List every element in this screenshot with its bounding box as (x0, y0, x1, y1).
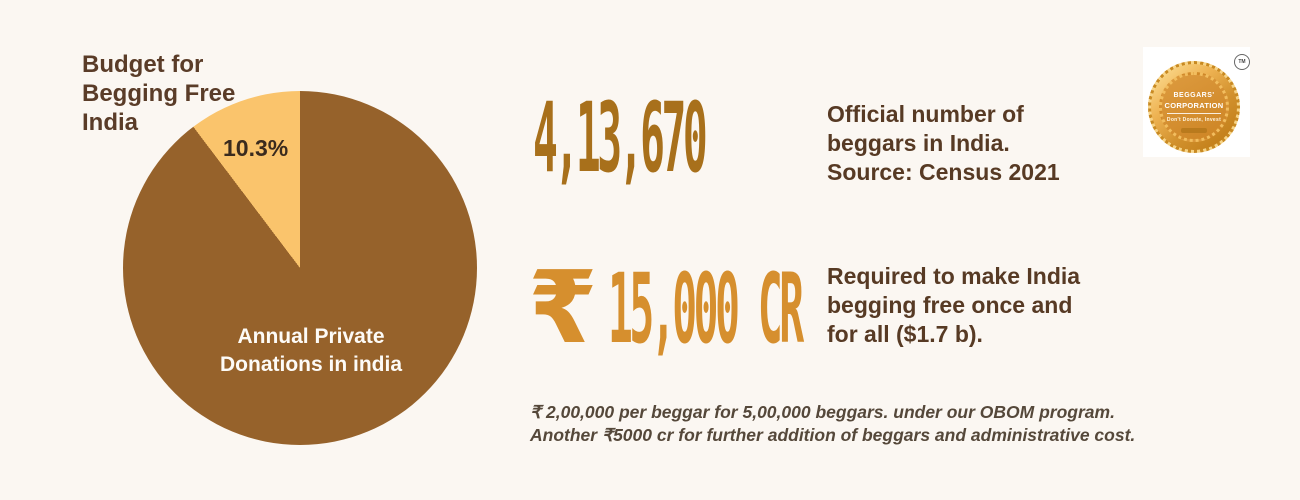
coin-ribbon (1181, 128, 1207, 133)
pie-title: Budget for Begging Free India (82, 51, 236, 136)
funding-required-value: ₹ 15,000 CR (528, 249, 1056, 366)
funding-amount: 15,000 CR (607, 253, 804, 365)
footnote-text: ₹ 2,00,000 per beggar for 5,00,000 begga… (530, 402, 1136, 445)
trademark-icon: TM (1234, 54, 1250, 70)
funding-required-description: Required to make India begging free once… (827, 263, 1081, 347)
logo-divider (1167, 112, 1221, 114)
pie-slice-donations-label: Annual Private Donations in india (220, 325, 402, 376)
beggars-count-value: 4,13,670 (533, 82, 708, 194)
logo-name-line1: BEGGARS' (1173, 91, 1215, 99)
coin-wreath-ring: BEGGARS' CORPORATION Don't Donate, Inves… (1159, 72, 1229, 142)
pie-chart: 10.3% Annual Private Donations in india (123, 91, 477, 445)
logo-name-line2: CORPORATION (1164, 100, 1224, 110)
brand-logo: BEGGARS' CORPORATION Don't Donate, Inves… (1143, 47, 1250, 157)
beggars-count-description: Official number of beggars in India. Sou… (827, 101, 1060, 185)
logo-tagline: Don't Donate, Invest (1166, 116, 1222, 123)
rupee-symbol: ₹ (528, 249, 598, 366)
coin-face: BEGGARS' CORPORATION Don't Donate, Inves… (1151, 64, 1237, 150)
pie-slice-percentage-label: 10.3% (223, 135, 289, 161)
gold-coin-icon: BEGGARS' CORPORATION Don't Donate, Inves… (1148, 61, 1240, 153)
coin-text: BEGGARS' CORPORATION Don't Donate, Inves… (1162, 75, 1226, 139)
